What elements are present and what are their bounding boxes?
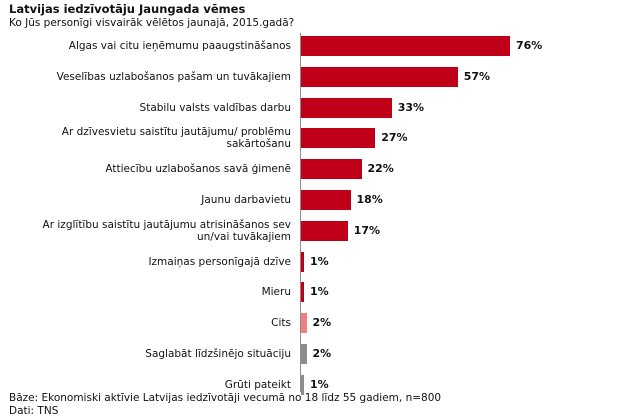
category-label: Attiecību uzlabošanos savā ģimenē [105, 163, 291, 176]
bar [301, 313, 307, 334]
data-label: 1% [310, 285, 329, 299]
data-label: 1% [310, 377, 329, 391]
category-axis-line [300, 33, 301, 392]
data-label: 17% [353, 223, 381, 237]
category-label: Mieru [261, 286, 291, 299]
bar [301, 97, 392, 118]
category-label: Grūti pateikt [224, 378, 291, 391]
category-label: Izmaiņas personīgajā dzīve [148, 255, 291, 268]
bar [301, 66, 458, 87]
data-label: 27% [381, 131, 408, 145]
data-label: 33% [397, 100, 425, 114]
data-label: 57% [463, 69, 491, 83]
bar [301, 128, 376, 149]
bar [301, 282, 304, 303]
bar [301, 36, 510, 56]
data-label: 18% [356, 193, 383, 206]
category-label: Veselības uzlabošanos pašam un tuvākajie… [56, 70, 291, 83]
bar [301, 159, 362, 180]
data-label: 22% [367, 162, 394, 176]
category-label: Jaunu darbavietu [201, 194, 291, 206]
category-label: Saglabāt līdzšinējo situāciju [145, 348, 291, 360]
data-label: 1% [310, 254, 329, 268]
footer-source: Dati: TNS [9, 405, 59, 417]
data-label: 2% [312, 316, 332, 330]
category-label: Cits [271, 317, 291, 330]
bar [301, 374, 304, 395]
bar [301, 251, 304, 272]
bar [301, 220, 348, 241]
footer-base: Bāze: Ekonomiski aktīvie Latvijas iedzīv… [9, 392, 442, 404]
category-label: Algas vai citu ieņēmumu paaugstināšanos [68, 40, 291, 52]
chart-title: Latvijas iedzīvotāju Jaungada vēmes [9, 2, 246, 16]
bar [301, 344, 307, 364]
data-label: 2% [312, 347, 332, 360]
chart-subtitle: Ko Jūs personīgi visvairāk vēlētos jauna… [9, 17, 295, 29]
bar [301, 190, 351, 210]
category-label: Ar izglītību saistītu jautājumu atrisinā… [42, 218, 291, 243]
data-label: 76% [516, 39, 543, 52]
category-label: Stabilu valsts valdības darbu [139, 101, 291, 114]
category-label: Ar dzīvesvietu saistītu jautājumu/ probl… [61, 126, 291, 151]
